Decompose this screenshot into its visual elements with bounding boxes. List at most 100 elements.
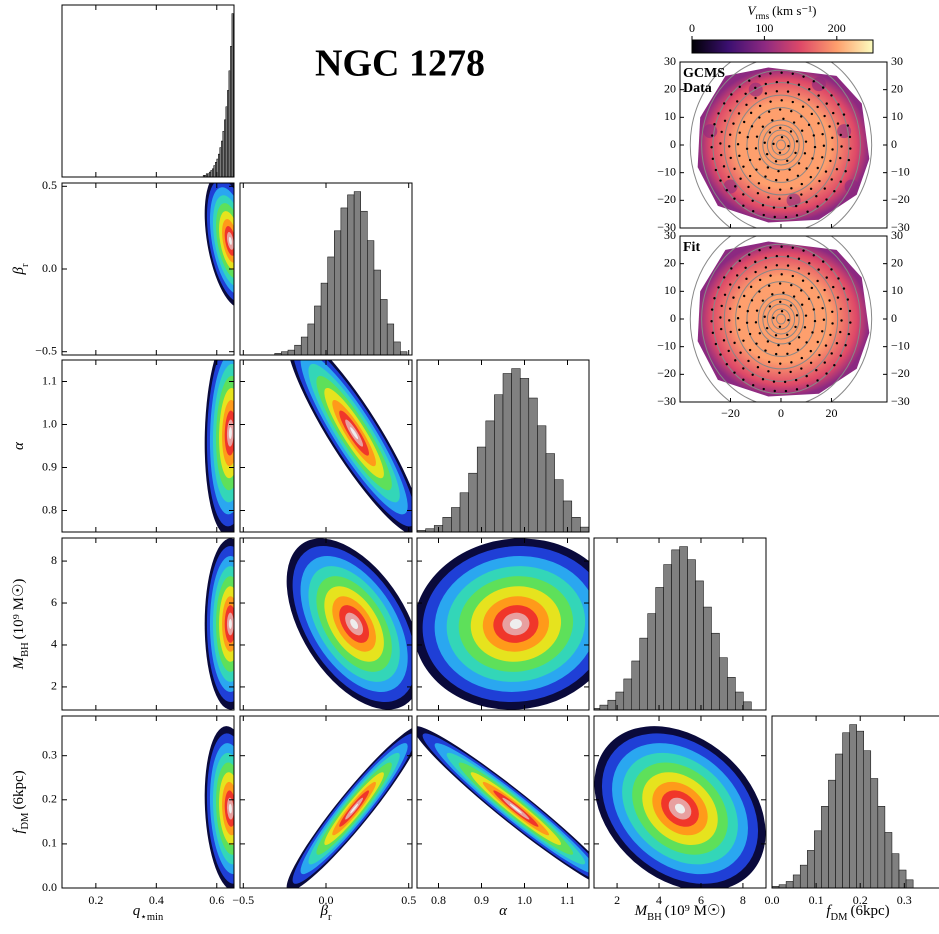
- label-unit: (6kpc): [850, 903, 889, 919]
- bin-center: [800, 193, 803, 196]
- bin-center: [728, 133, 732, 136]
- panel-frame: [593, 537, 767, 711]
- bin-center: [727, 175, 730, 179]
- colorbar: [691, 39, 874, 54]
- histogram-bar: [347, 194, 355, 355]
- y-tick-label: 20: [664, 81, 676, 95]
- bin-center: [766, 340, 770, 343]
- bin-center: [803, 326, 807, 329]
- histogram-bar: [631, 660, 640, 710]
- histogram-bar: [842, 732, 850, 888]
- histogram-bar: [327, 256, 335, 355]
- bin-center: [789, 370, 792, 374]
- bin-center: [786, 264, 790, 267]
- bin-center: [809, 187, 813, 191]
- bin-center: [744, 92, 747, 95]
- histogram-bar: [727, 677, 736, 710]
- bin-center: [836, 296, 840, 299]
- bin-center: [739, 351, 742, 354]
- density-contour: [350, 618, 359, 630]
- bin-center: [758, 249, 761, 252]
- bin-center: [790, 187, 793, 190]
- histogram-bar: [711, 632, 720, 710]
- histogram-bar: [849, 724, 857, 888]
- histogram-bar: [380, 299, 388, 355]
- label-symbol: β: [11, 266, 27, 275]
- label-symbol: β: [320, 903, 329, 919]
- bin-center: [742, 204, 745, 207]
- bin-center: [762, 387, 765, 391]
- bin-center: [839, 133, 842, 137]
- histogram-bar: [386, 323, 395, 355]
- bin-center: [800, 367, 803, 370]
- bin-center: [831, 136, 834, 140]
- bin-center: [725, 189, 729, 192]
- isophote: [723, 82, 839, 208]
- bin-center: [803, 152, 807, 155]
- bin-center: [815, 195, 818, 198]
- x-tick-label: 20: [825, 406, 837, 420]
- bin-center: [830, 352, 833, 355]
- bin-center: [736, 143, 740, 146]
- panel-frame: [593, 715, 767, 889]
- y-tick-label: 30: [891, 54, 903, 68]
- histogram-bar: [393, 341, 401, 355]
- isophote: [757, 293, 805, 345]
- bin-center: [778, 197, 781, 201]
- bin-center: [787, 318, 790, 322]
- bin-center: [774, 178, 778, 182]
- bin-center: [738, 154, 741, 158]
- isophote: [723, 256, 839, 382]
- bin-center: [842, 113, 846, 116]
- y-tick-label: −20: [657, 366, 676, 380]
- density-contour: [228, 618, 232, 630]
- density-contour: [228, 803, 232, 814]
- x-tick-label: 8: [740, 893, 746, 907]
- bin-center: [733, 167, 736, 171]
- bin-center: [735, 274, 739, 277]
- histogram-bar: [743, 701, 752, 710]
- bin-center: [784, 215, 788, 219]
- bin-center: [767, 186, 771, 190]
- histogram-bar: [884, 832, 893, 888]
- bin-center: [748, 174, 752, 178]
- y-tick-label: −20: [891, 192, 910, 206]
- label-unit: (km s⁻¹): [772, 3, 816, 18]
- y-tick-label: 0.5: [42, 178, 57, 192]
- y-tick-label: −10: [657, 338, 676, 352]
- bin-center: [813, 145, 817, 149]
- bin-center: [723, 293, 727, 297]
- panel: [594, 546, 752, 710]
- bin-center: [848, 135, 852, 139]
- bin-center: [830, 178, 833, 181]
- histogram-bar: [528, 397, 538, 532]
- label-symbol: α: [499, 903, 508, 919]
- bin-center: [797, 267, 801, 270]
- x-tick-label: 4: [656, 893, 662, 907]
- bin-center: [786, 255, 790, 258]
- bin-center: [714, 342, 718, 346]
- bin-center: [754, 270, 757, 274]
- panel: [204, 538, 234, 710]
- density-contour: [509, 803, 522, 814]
- bin-center: [810, 112, 814, 116]
- bin-center: [788, 342, 791, 345]
- histogram-bar: [340, 207, 348, 355]
- histogram-bar: [320, 282, 328, 355]
- histogram-bar: [807, 850, 815, 888]
- bin-center: [719, 153, 723, 157]
- vrms-noise: [786, 193, 801, 208]
- y-tick-label: 8: [51, 553, 57, 567]
- bin-center: [756, 366, 760, 369]
- histogram-bar: [655, 587, 664, 710]
- bin-center: [795, 214, 799, 217]
- isophote: [771, 134, 791, 156]
- bin-center: [736, 317, 740, 320]
- panel: [286, 726, 412, 888]
- chart-title: NGC 1278: [315, 43, 485, 85]
- map-label-line: GCMS: [683, 66, 725, 81]
- bin-center: [807, 297, 811, 301]
- x-axis-label: q⋆min: [133, 903, 164, 922]
- y-axis-label: MBH (10⁹ M☉): [11, 579, 30, 671]
